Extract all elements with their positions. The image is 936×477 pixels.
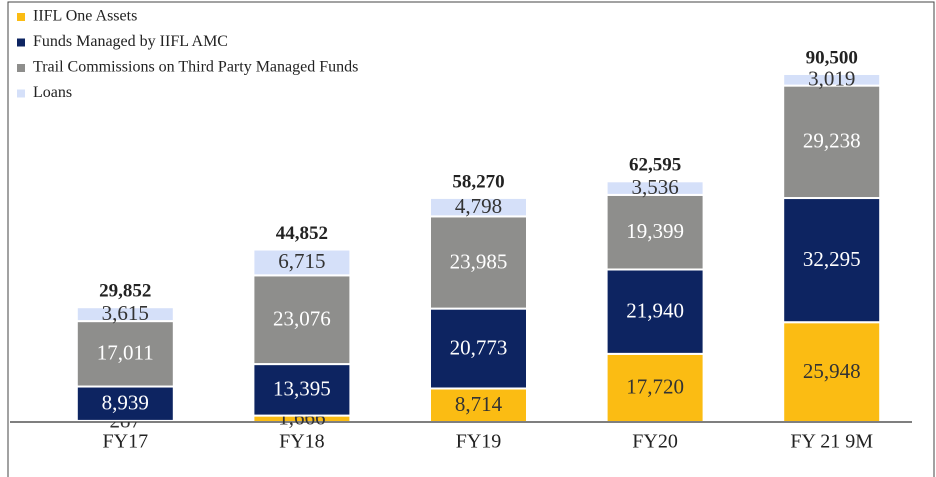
- value-label: 19,399: [626, 219, 684, 243]
- bar-segment: [605, 193, 705, 271]
- bar-segment: [605, 268, 705, 355]
- legend-text: IIFL One Assets: [33, 8, 137, 25]
- value-label: 23,076: [273, 307, 331, 331]
- value-label: 20,773: [450, 335, 508, 359]
- x-tick-label: FY 21 9M: [790, 431, 873, 453]
- x-tick-label: FY17: [103, 431, 149, 453]
- bar-segment: [782, 84, 882, 200]
- bar-segment: [782, 197, 882, 324]
- value-label: 17,720: [626, 375, 684, 399]
- value-label: 17,011: [97, 341, 154, 365]
- total-label: 29,852: [99, 281, 151, 302]
- value-label: 32,295: [803, 247, 861, 271]
- legend-swatch: [17, 64, 25, 72]
- value-label: 3,019: [808, 67, 855, 91]
- legend-text: Trail Commissions on Third Party Managed…: [33, 59, 358, 76]
- x-tick-label: FY19: [456, 431, 502, 453]
- total-label: 58,270: [452, 171, 504, 192]
- total-label: 62,595: [629, 155, 681, 176]
- bar-segment: [429, 215, 528, 310]
- bar-segment: [782, 321, 882, 423]
- legend-swatch: [17, 89, 25, 98]
- value-label: 6,715: [278, 249, 325, 273]
- value-label: 23,985: [450, 249, 508, 273]
- total-label: 44,852: [276, 223, 328, 244]
- value-label: 21,940: [626, 298, 684, 322]
- legend-text: Funds Managed by IIFL AMC: [33, 33, 228, 50]
- bar-segment: [252, 363, 352, 417]
- value-label: 29,238: [803, 129, 861, 153]
- value-label: 13,395: [273, 377, 331, 401]
- value-label: 4,798: [455, 194, 502, 218]
- bar-segment: [605, 352, 705, 424]
- value-label: 3,536: [631, 175, 678, 199]
- bar-segment: [429, 196, 528, 218]
- x-tick-label: FY18: [279, 431, 325, 453]
- x-tick-label: FY20: [632, 431, 678, 453]
- frame: [7, 1, 935, 477]
- bar-segment: [75, 385, 175, 422]
- bar-segment: [252, 248, 352, 277]
- legend-text: Loans: [33, 84, 72, 101]
- legend-swatch: [17, 13, 25, 21]
- bar-segment: [782, 72, 882, 87]
- bar-segment: [75, 306, 175, 323]
- value-label: 8,939: [102, 391, 149, 415]
- value-label: 25,948: [803, 359, 861, 383]
- value-label: 3,615: [102, 301, 149, 325]
- value-label: 8,714: [455, 392, 503, 416]
- bar-segment: [429, 307, 528, 390]
- bar-segment: [605, 180, 705, 196]
- legend-swatch: [17, 38, 25, 47]
- total-label: 90,500: [806, 47, 858, 68]
